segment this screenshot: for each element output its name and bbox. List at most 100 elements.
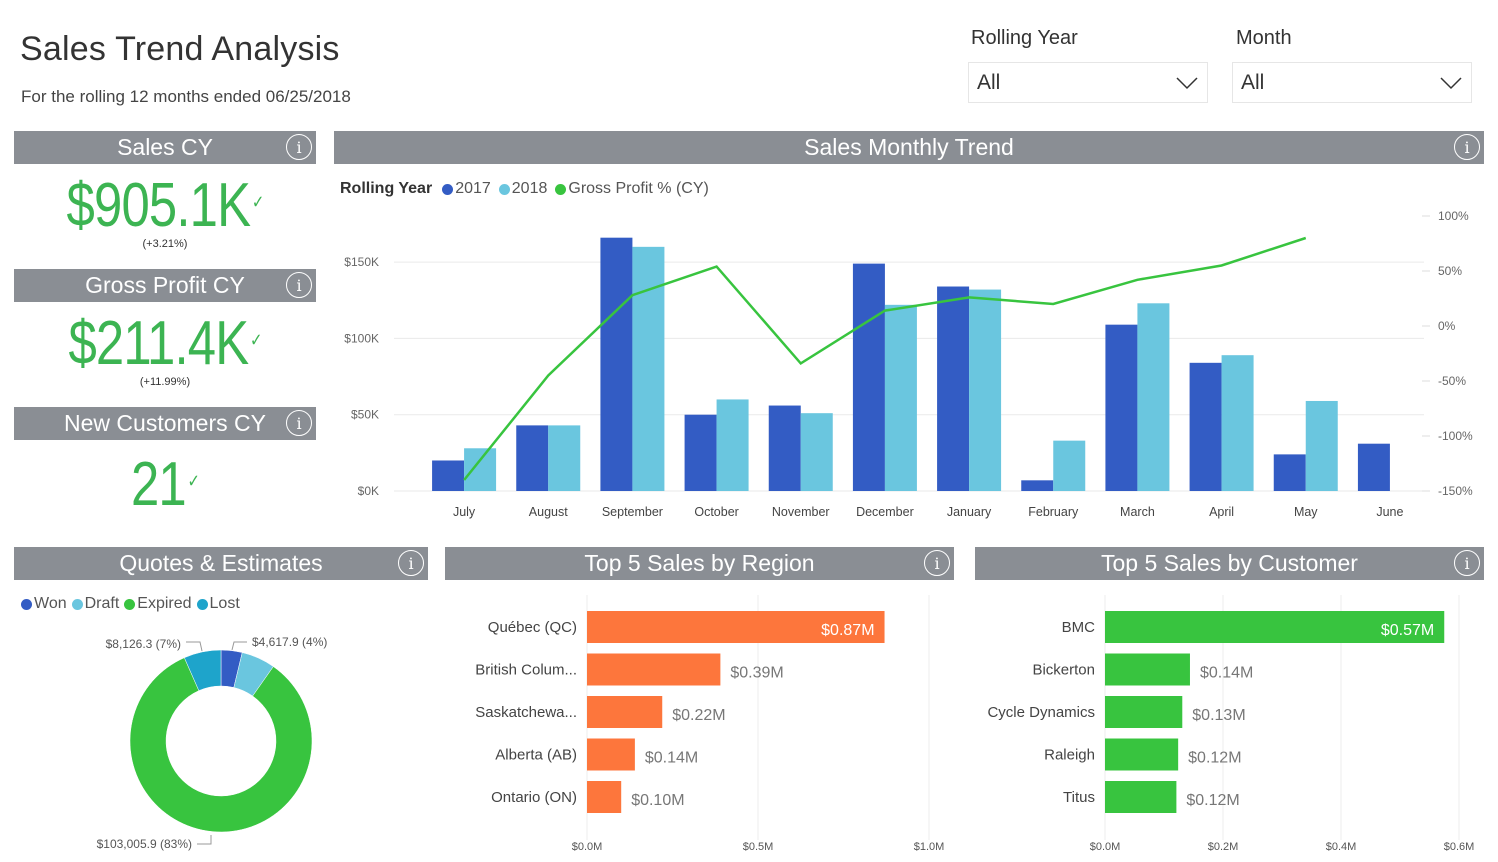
kpi-gross-profit-header: Gross Profit CY i [14, 269, 316, 302]
bar-2017 [937, 286, 970, 491]
legend-label: Expired [137, 595, 192, 612]
category-label: Bickerton [1032, 662, 1095, 679]
region-title: Top 5 Sales by Region [584, 550, 815, 576]
bar-2017 [516, 425, 549, 491]
data-label: $0.12M [1188, 750, 1241, 767]
y-right-tick-label: -50% [1438, 374, 1466, 388]
sales-trend-legend: Rolling Year 2017 2018 Gross Profit % (C… [340, 180, 717, 198]
bar [587, 696, 663, 728]
category-label: Raleigh [1044, 747, 1095, 764]
category-label: Ontario (ON) [491, 789, 577, 806]
x-tick-label: May [1294, 505, 1318, 519]
month-dropdown[interactable]: All [1232, 62, 1472, 103]
x-tick-label: $0.0M [1090, 841, 1121, 853]
info-icon[interactable]: i [1454, 134, 1480, 160]
legend-label: Lost [209, 595, 240, 612]
bar-2017 [852, 263, 885, 491]
kpi-gross-profit-value-wrap: $211.4K✓ [41, 308, 289, 379]
legend-item-expired[interactable]: Expired [124, 595, 192, 613]
y-right-tick-label: -100% [1438, 429, 1473, 443]
x-tick-label: September [602, 505, 663, 519]
donut-data-label: $8,126.3 (7%) [106, 637, 181, 651]
legend-label: 2017 [455, 180, 491, 197]
info-icon[interactable]: i [286, 410, 312, 436]
bar [587, 611, 885, 643]
y-right-tick-label: 50% [1438, 264, 1462, 278]
legend-item-2018[interactable]: 2018 [498, 180, 548, 198]
check-icon: ✓ [251, 192, 264, 212]
legend-dot [124, 598, 136, 610]
data-label: $0.14M [1200, 665, 1253, 682]
data-label: $0.12M [1186, 792, 1239, 809]
chevron-down-icon [1176, 76, 1198, 89]
bar [1105, 696, 1183, 728]
legend-title: Rolling Year [340, 180, 433, 197]
kpi-sales-header: Sales CY i [14, 131, 316, 164]
month-label: Month [1236, 27, 1292, 49]
sales-trend-chart: $0K $50K $100K $150K -150% -100% -50% 0% 50% 100%… [344, 209, 1473, 519]
legend-item-2017[interactable]: 2017 [442, 180, 491, 198]
bar [1105, 738, 1179, 771]
x-tick-label: March [1120, 505, 1155, 519]
bar-2017 [1189, 362, 1222, 491]
bar-2018 [969, 289, 1002, 491]
legend-label: 2018 [511, 180, 548, 197]
x-tick-label: $0.5M [743, 841, 774, 853]
rolling-year-dropdown[interactable]: All [968, 62, 1208, 103]
info-icon[interactable]: i [924, 550, 950, 576]
legend-item-gp[interactable]: Gross Profit % (CY) [555, 180, 709, 198]
sales-trend-title: Sales Monthly Trend [804, 134, 1014, 160]
chevron-down-icon [1440, 76, 1462, 89]
bar [1105, 611, 1445, 643]
x-tick-label: June [1376, 505, 1403, 519]
x-tick-label: $1.0M [914, 841, 945, 853]
kpi-new-customers-title: New Customers CY [64, 410, 266, 436]
data-label: $0.87M [821, 622, 874, 639]
bar [587, 781, 622, 813]
check-icon: ✓ [249, 330, 262, 350]
region-header: Top 5 Sales by Region i [445, 547, 954, 580]
bar-2017 [1021, 480, 1054, 491]
leader-line [197, 835, 212, 845]
category-label: Titus [1063, 789, 1095, 806]
legend-item-won[interactable]: Won [21, 595, 67, 613]
page-subtitle: For the rolling 12 months ended 06/25/20… [21, 87, 351, 106]
x-tick-label: January [947, 505, 992, 519]
donut-slice-expired [129, 657, 313, 833]
quotes-donut-chart: $4,617.9 (4%) $8,126.3 (7%) $103,005.9 (83… [97, 635, 328, 851]
leader-line [231, 641, 247, 651]
info-icon[interactable]: i [286, 134, 312, 160]
legend-dot [21, 598, 32, 610]
legend-dot [196, 598, 208, 610]
x-tick-label: $0.4M [1326, 841, 1357, 853]
kpi-gross-profit-value: $211.4K [68, 309, 249, 378]
x-tick-label: $0.2M [1208, 841, 1239, 853]
legend-item-lost[interactable]: Lost [196, 595, 240, 613]
legend-item-draft[interactable]: Draft [71, 595, 120, 613]
category-label: BMC [1062, 619, 1096, 636]
bar-2018 [1221, 355, 1254, 491]
y-right-tick-label: 0% [1438, 319, 1456, 333]
quotes-header: Quotes & Estimates i [14, 547, 428, 580]
info-icon[interactable]: i [398, 550, 424, 576]
bar-2018 [1305, 400, 1338, 491]
bar-2018 [464, 448, 497, 491]
info-icon[interactable]: i [1454, 550, 1480, 576]
bar [587, 738, 635, 771]
kpi-sales-change: (+3.21%) [142, 238, 188, 250]
kpi-gross-profit-title: Gross Profit CY [85, 272, 245, 298]
kpi-gross-profit-change: (+11.99%) [139, 376, 191, 388]
donut-data-label: $103,005.9 (83%) [97, 837, 192, 851]
legend-label: Draft [84, 595, 120, 612]
category-label: Québec (QC) [488, 619, 577, 636]
bar-2017 [600, 237, 633, 491]
kpi-sales-value-wrap: $905.1K✓ [41, 170, 289, 241]
info-icon[interactable]: i [286, 272, 312, 298]
quotes-legend: Won Draft Expired Lost [21, 595, 248, 613]
data-label: $0.13M [1192, 707, 1245, 724]
legend-dot [498, 183, 510, 195]
bar-2017 [1105, 324, 1138, 491]
donut-slice-lost [184, 649, 222, 691]
page-title: Sales Trend Analysis [20, 30, 340, 68]
legend-dot [442, 183, 454, 195]
